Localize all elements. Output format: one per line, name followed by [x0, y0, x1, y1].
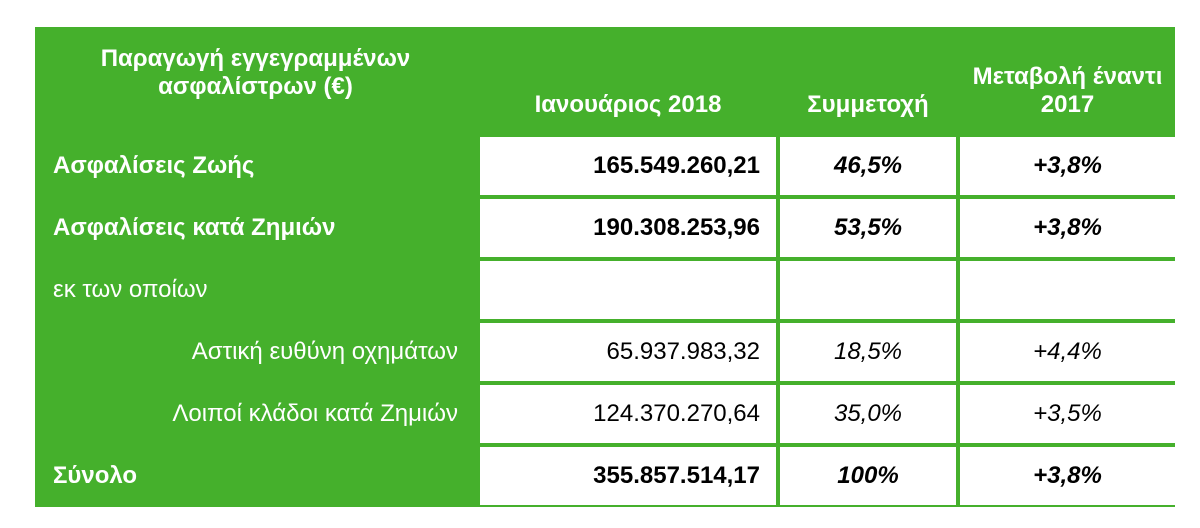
value-cell: 190.308.253,96 [480, 199, 776, 257]
value-cell: 53,5% [780, 199, 956, 257]
value-cell: 18,5% [780, 323, 956, 381]
value-cell: 35,0% [780, 385, 956, 443]
empty-cell [960, 261, 1175, 319]
header-cell: Μεταβολή έναντι 2017 [972, 63, 1163, 118]
row-label: Ασφαλίσεις Ζωής [53, 152, 255, 179]
value-cell: 100% [780, 447, 956, 505]
value-cell: 124.370.270,64 [480, 385, 776, 443]
header-cell: Παραγωγή εγγεγραμμένων ασφαλίστρων (€) [100, 45, 411, 100]
value-cell: 355.857.514,17 [480, 447, 776, 505]
header-cell: Συμμετοχή [807, 91, 929, 118]
header-cell: Ιανουάριος 2018 [534, 91, 722, 118]
row-label: Σύνολο [53, 462, 138, 489]
row-label: Λοιποί κλάδοι κατά Ζημιών [172, 400, 458, 427]
value-cell: +3,5% [960, 385, 1175, 443]
value-cell: +3,8% [960, 447, 1175, 505]
empty-cell [480, 261, 776, 319]
row-label: εκ των οποίων [53, 276, 208, 303]
row-label: Ασφαλίσεις κατά Ζημιών [53, 214, 336, 241]
value-cell: +3,8% [960, 137, 1175, 195]
row-label: Αστική ευθύνη οχημάτων [191, 338, 458, 365]
value-cell: +3,8% [960, 199, 1175, 257]
value-cell: 165.549.260,21 [480, 137, 776, 195]
empty-cell [780, 261, 956, 319]
value-cell: 46,5% [780, 137, 956, 195]
value-cell: +4,4% [960, 323, 1175, 381]
table: Παραγωγή εγγεγραμμένων ασφαλίστρων (€) Ια… [35, 27, 1175, 507]
value-cell: 65.937.983,32 [480, 323, 776, 381]
